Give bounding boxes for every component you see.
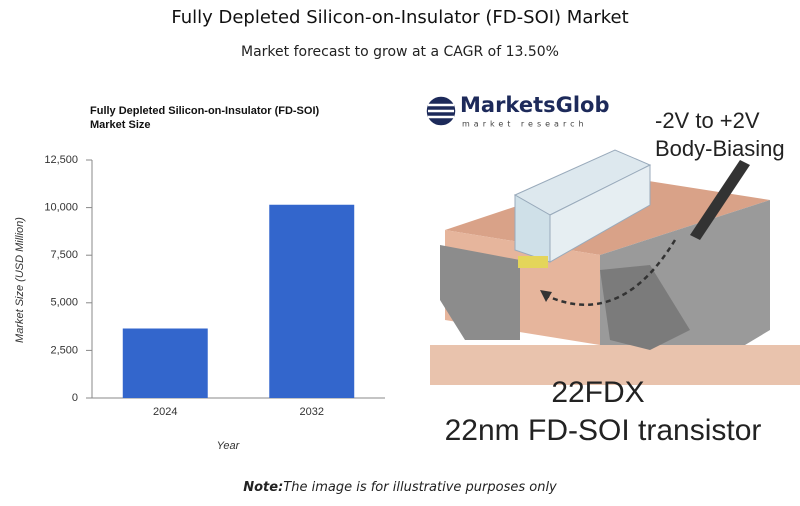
y-axis-label: Market Size (USD Million) <box>14 217 26 343</box>
voltage-label: -2V to +2V <box>655 108 760 133</box>
y-tick-label: 10,000 <box>44 202 78 214</box>
product-label: 22FDX <box>551 376 644 409</box>
note-label: Note: <box>243 480 283 495</box>
globe-icon <box>426 96 456 126</box>
page-title: Fully Depleted Silicon-on-Insulator (FD-… <box>171 7 628 28</box>
chart-title-box: Fully Depleted Silicon-on-Insulator (FD-… <box>90 105 320 131</box>
x-axis-label: Year <box>217 440 241 452</box>
image-caption: 22nm FD-SOI transistor <box>445 414 762 447</box>
logo-tagline: market research <box>462 120 588 129</box>
x-tick-label: 2024 <box>153 406 177 418</box>
transistor-drawing <box>430 149 800 385</box>
chart-title: Fully Depleted Silicon-on-Insulator (FD-… <box>90 105 320 131</box>
y-tick-label: 0 <box>72 392 78 404</box>
bar <box>122 328 208 398</box>
biasing-label: Body-Biasing <box>655 136 785 161</box>
y-tick-label: 5,000 <box>50 297 78 309</box>
y-tick-label: 12,500 <box>44 154 78 166</box>
y-tick-label: 2,500 <box>50 344 78 356</box>
bar <box>269 204 355 398</box>
note-text: The image is for illustrative purposes o… <box>283 480 557 495</box>
bar-chart: 0 2,500 5,000 7,500 10,000 12,500 2024 2032 <box>44 154 385 418</box>
logo: MarketsGlob <box>460 93 610 117</box>
x-tick-label: 2032 <box>300 406 324 418</box>
note: Note:The image is for illustrative purpo… <box>243 480 557 495</box>
page-subtitle: Market forecast to grow at a CAGR of 13.… <box>241 44 559 60</box>
y-tick-label: 7,500 <box>50 249 78 261</box>
illustration: MarketsGlob market research -2V to +2V B… <box>415 88 800 460</box>
